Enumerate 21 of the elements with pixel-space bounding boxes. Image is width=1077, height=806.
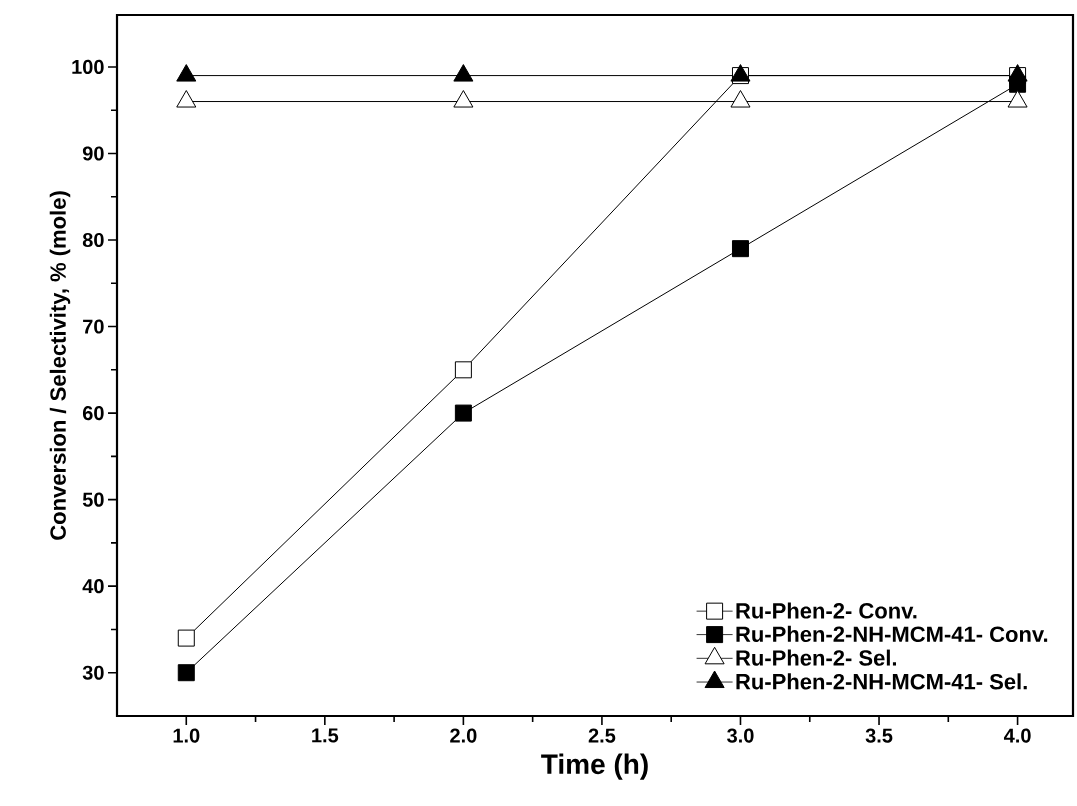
legend-label: Ru-Phen-2- Sel. bbox=[736, 649, 897, 666]
legend-label: Ru-Phen-2-NH-MCM-41- Sel. bbox=[736, 673, 1027, 690]
y-tick-label: 30 bbox=[82, 665, 104, 680]
x-tick-label: 2.0 bbox=[450, 728, 477, 743]
y-axis-title: Conversion / Selectivity, % (mole) bbox=[49, 191, 71, 540]
y-tick-label: 60 bbox=[82, 406, 104, 421]
y-tick-label: 100 bbox=[72, 59, 104, 74]
x-tick-label: 1.5 bbox=[312, 728, 339, 743]
y-tick-label: 50 bbox=[82, 492, 104, 507]
x-tick-label: 1.0 bbox=[173, 728, 200, 743]
legend-label: Ru-Phen-2- Conv. bbox=[736, 602, 917, 619]
x-tick-label: 3.5 bbox=[865, 728, 893, 743]
x-tick-label: 2.5 bbox=[588, 728, 616, 743]
x-axis-title: Time (h) bbox=[541, 753, 648, 780]
x-tick-label: 4.0 bbox=[1003, 728, 1031, 743]
y-tick-label: 40 bbox=[82, 579, 104, 594]
y-tick-label: 70 bbox=[83, 319, 104, 334]
y-tick-label: 90 bbox=[82, 146, 104, 161]
y-tick-label: 80 bbox=[82, 232, 104, 248]
legend-label: Ru-Phen-2-NH-MCM-41- Conv. bbox=[736, 625, 1048, 643]
x-tick-label: 3.0 bbox=[727, 728, 754, 743]
